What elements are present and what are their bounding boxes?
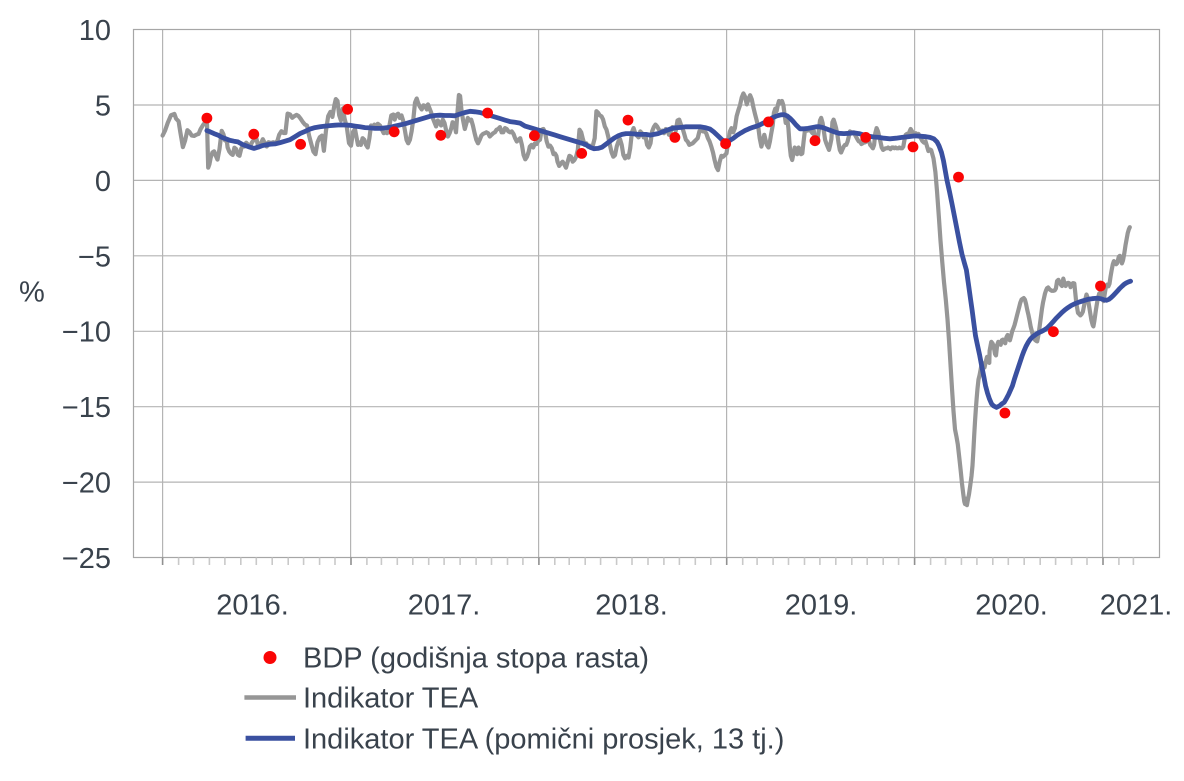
svg-text:5: 5	[95, 90, 111, 122]
svg-text:−25: −25	[62, 543, 111, 575]
svg-text:Indikator TEA (pomični prosjek: Indikator TEA (pomični prosjek, 13 tj.)	[303, 724, 784, 756]
svg-text:2016.: 2016.	[216, 590, 289, 622]
svg-text:−20: −20	[62, 468, 111, 500]
svg-text:2021.: 2021.	[1100, 590, 1173, 622]
svg-text:2019.: 2019.	[785, 590, 858, 622]
svg-text:2017.: 2017.	[408, 590, 481, 622]
svg-text:%: %	[19, 276, 45, 308]
svg-text:2018.: 2018.	[595, 590, 668, 622]
svg-text:Indikator TEA: Indikator TEA	[303, 683, 479, 715]
svg-text:−15: −15	[62, 392, 111, 424]
svg-text:−5: −5	[78, 241, 111, 273]
svg-text:2020.: 2020.	[975, 590, 1048, 622]
svg-text:0: 0	[95, 166, 111, 198]
svg-text:BDP (godišnja stopa rasta): BDP (godišnja stopa rasta)	[303, 643, 649, 675]
svg-text:10: 10	[79, 15, 111, 47]
svg-text:−10: −10	[62, 317, 111, 349]
